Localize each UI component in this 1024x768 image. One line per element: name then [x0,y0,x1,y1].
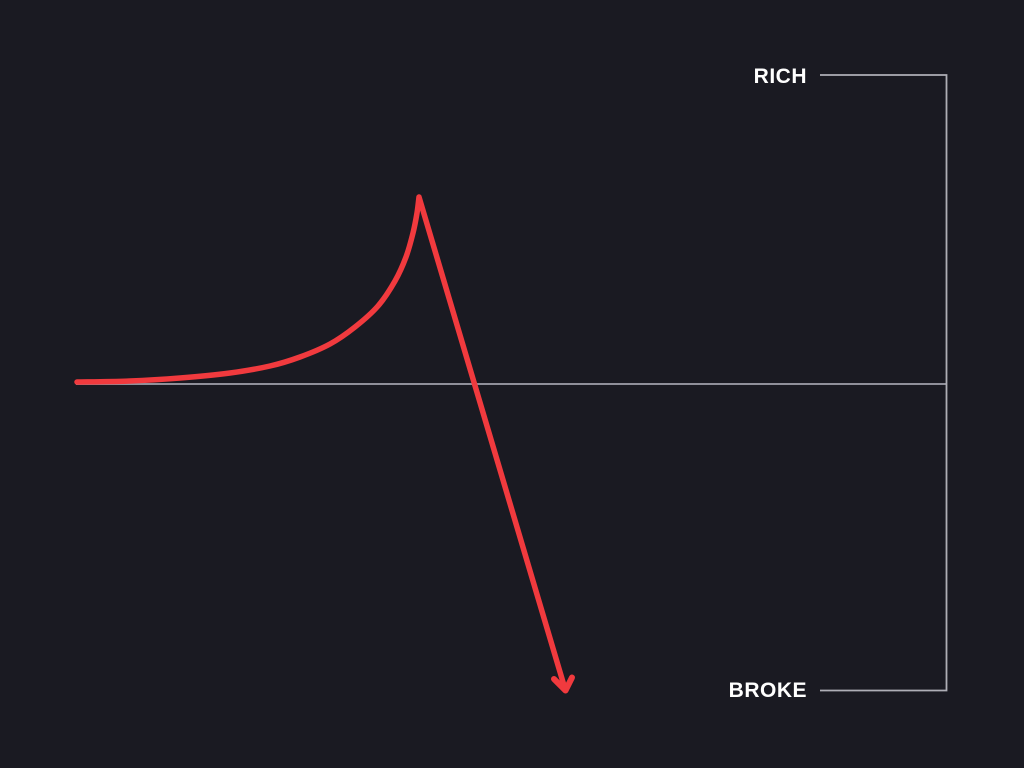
broke-label: BROKE [728,679,807,702]
wealth-curve [74,194,569,694]
range-bracket [820,74,948,692]
arrowhead-icon [551,674,575,694]
rich-label: RICH [753,65,807,88]
